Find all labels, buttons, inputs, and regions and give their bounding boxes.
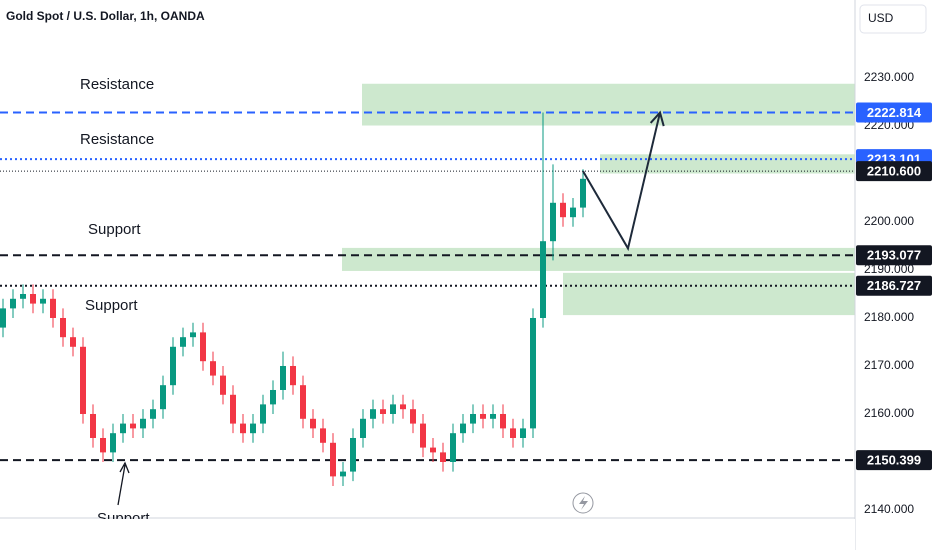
candle-body [230,394,236,424]
candle-body [520,428,526,438]
price-tag [856,245,932,266]
candle-body [90,413,96,438]
price-tag-label: 2210.600 [867,164,921,179]
price-tag [856,450,932,471]
candle-body [70,337,76,347]
candle-body [510,428,516,438]
candle-body [580,178,586,208]
candle-body [140,418,146,429]
y-tick-label: 2200.000 [864,214,914,228]
candle-body [50,298,56,318]
candle-body [420,423,426,448]
candle-body [240,423,246,434]
candle-body [250,423,256,434]
arrow [117,461,130,506]
candle-body [480,413,486,419]
y-tick-label: 2170.000 [864,358,914,372]
currency-label[interactable]: USD [868,11,894,25]
annotation: Support [88,221,141,238]
candle-body [440,452,446,462]
time-axis-bg [0,519,855,550]
candle-body [370,409,376,419]
candle-body [350,437,356,472]
zone [563,272,855,316]
price-tag-label: 2193.077 [867,248,921,263]
candle-body [560,202,566,218]
candle-body [260,404,266,424]
zones [342,83,855,316]
price-tag-label: 2150.399 [867,453,921,468]
chart-title: Gold Spot / U.S. Dollar, 1h, OANDA [6,9,205,23]
candle-body [390,404,396,414]
y-tick-label: 2190.000 [864,262,914,276]
annotation: Resistance [80,131,154,148]
candle-body [340,471,346,477]
candle-body [150,409,156,419]
candle-body [120,423,126,434]
candle-body [80,346,86,414]
candle-body [40,298,46,304]
candle-body [430,447,436,453]
currency-button[interactable] [859,4,927,34]
annotation: Resistance [80,76,154,93]
event-bolt [579,496,588,510]
projection-arrowhead [649,110,665,127]
price-tag [856,102,932,123]
candle-body [310,418,316,429]
candle-body [180,337,186,347]
candle-body [160,385,166,410]
candle-body [30,293,36,304]
candle-body [380,409,386,414]
candle-body [220,375,226,395]
projection-path [582,112,661,252]
candle-body [190,332,196,338]
price-tag [856,275,932,296]
price-tag [856,161,932,182]
zone [342,247,855,271]
candle-body [530,317,536,429]
price-tag-label: 2186.727 [867,278,921,293]
candle-body [60,317,66,338]
candle-body [200,332,206,362]
candle-body [320,428,326,443]
projection [582,110,665,252]
price-tag-label: 2222.814 [867,105,922,120]
candle-body [20,293,26,299]
candle-body [290,365,296,386]
candle-body [470,413,476,424]
candle-body [110,433,116,453]
y-tick-label: 2180.000 [864,310,914,324]
candle-body [130,423,136,429]
candle-body [10,298,16,309]
y-tick-label: 2140.000 [864,502,914,516]
candle-body [300,385,306,419]
candle-body [500,413,506,429]
candle-body [330,442,336,477]
candle-body [170,346,176,386]
candle-body [270,389,276,405]
candle-body [410,409,416,424]
candles [0,112,586,486]
y-tick-label: 2230.000 [864,70,914,84]
candle-body [360,418,366,438]
candle-body [460,423,466,434]
candle-body [280,365,286,390]
candle-body [450,433,456,462]
candle-body [570,207,576,218]
candle-body [400,404,406,410]
annotation: Support [85,297,138,314]
candle-body [0,308,6,328]
candle-body [100,437,106,453]
candle-body [210,361,216,376]
zone [362,83,855,126]
candle-body [490,413,496,419]
y-tick-label: 2160.000 [864,406,914,420]
candle-body [550,202,556,242]
candle-body [540,241,546,318]
